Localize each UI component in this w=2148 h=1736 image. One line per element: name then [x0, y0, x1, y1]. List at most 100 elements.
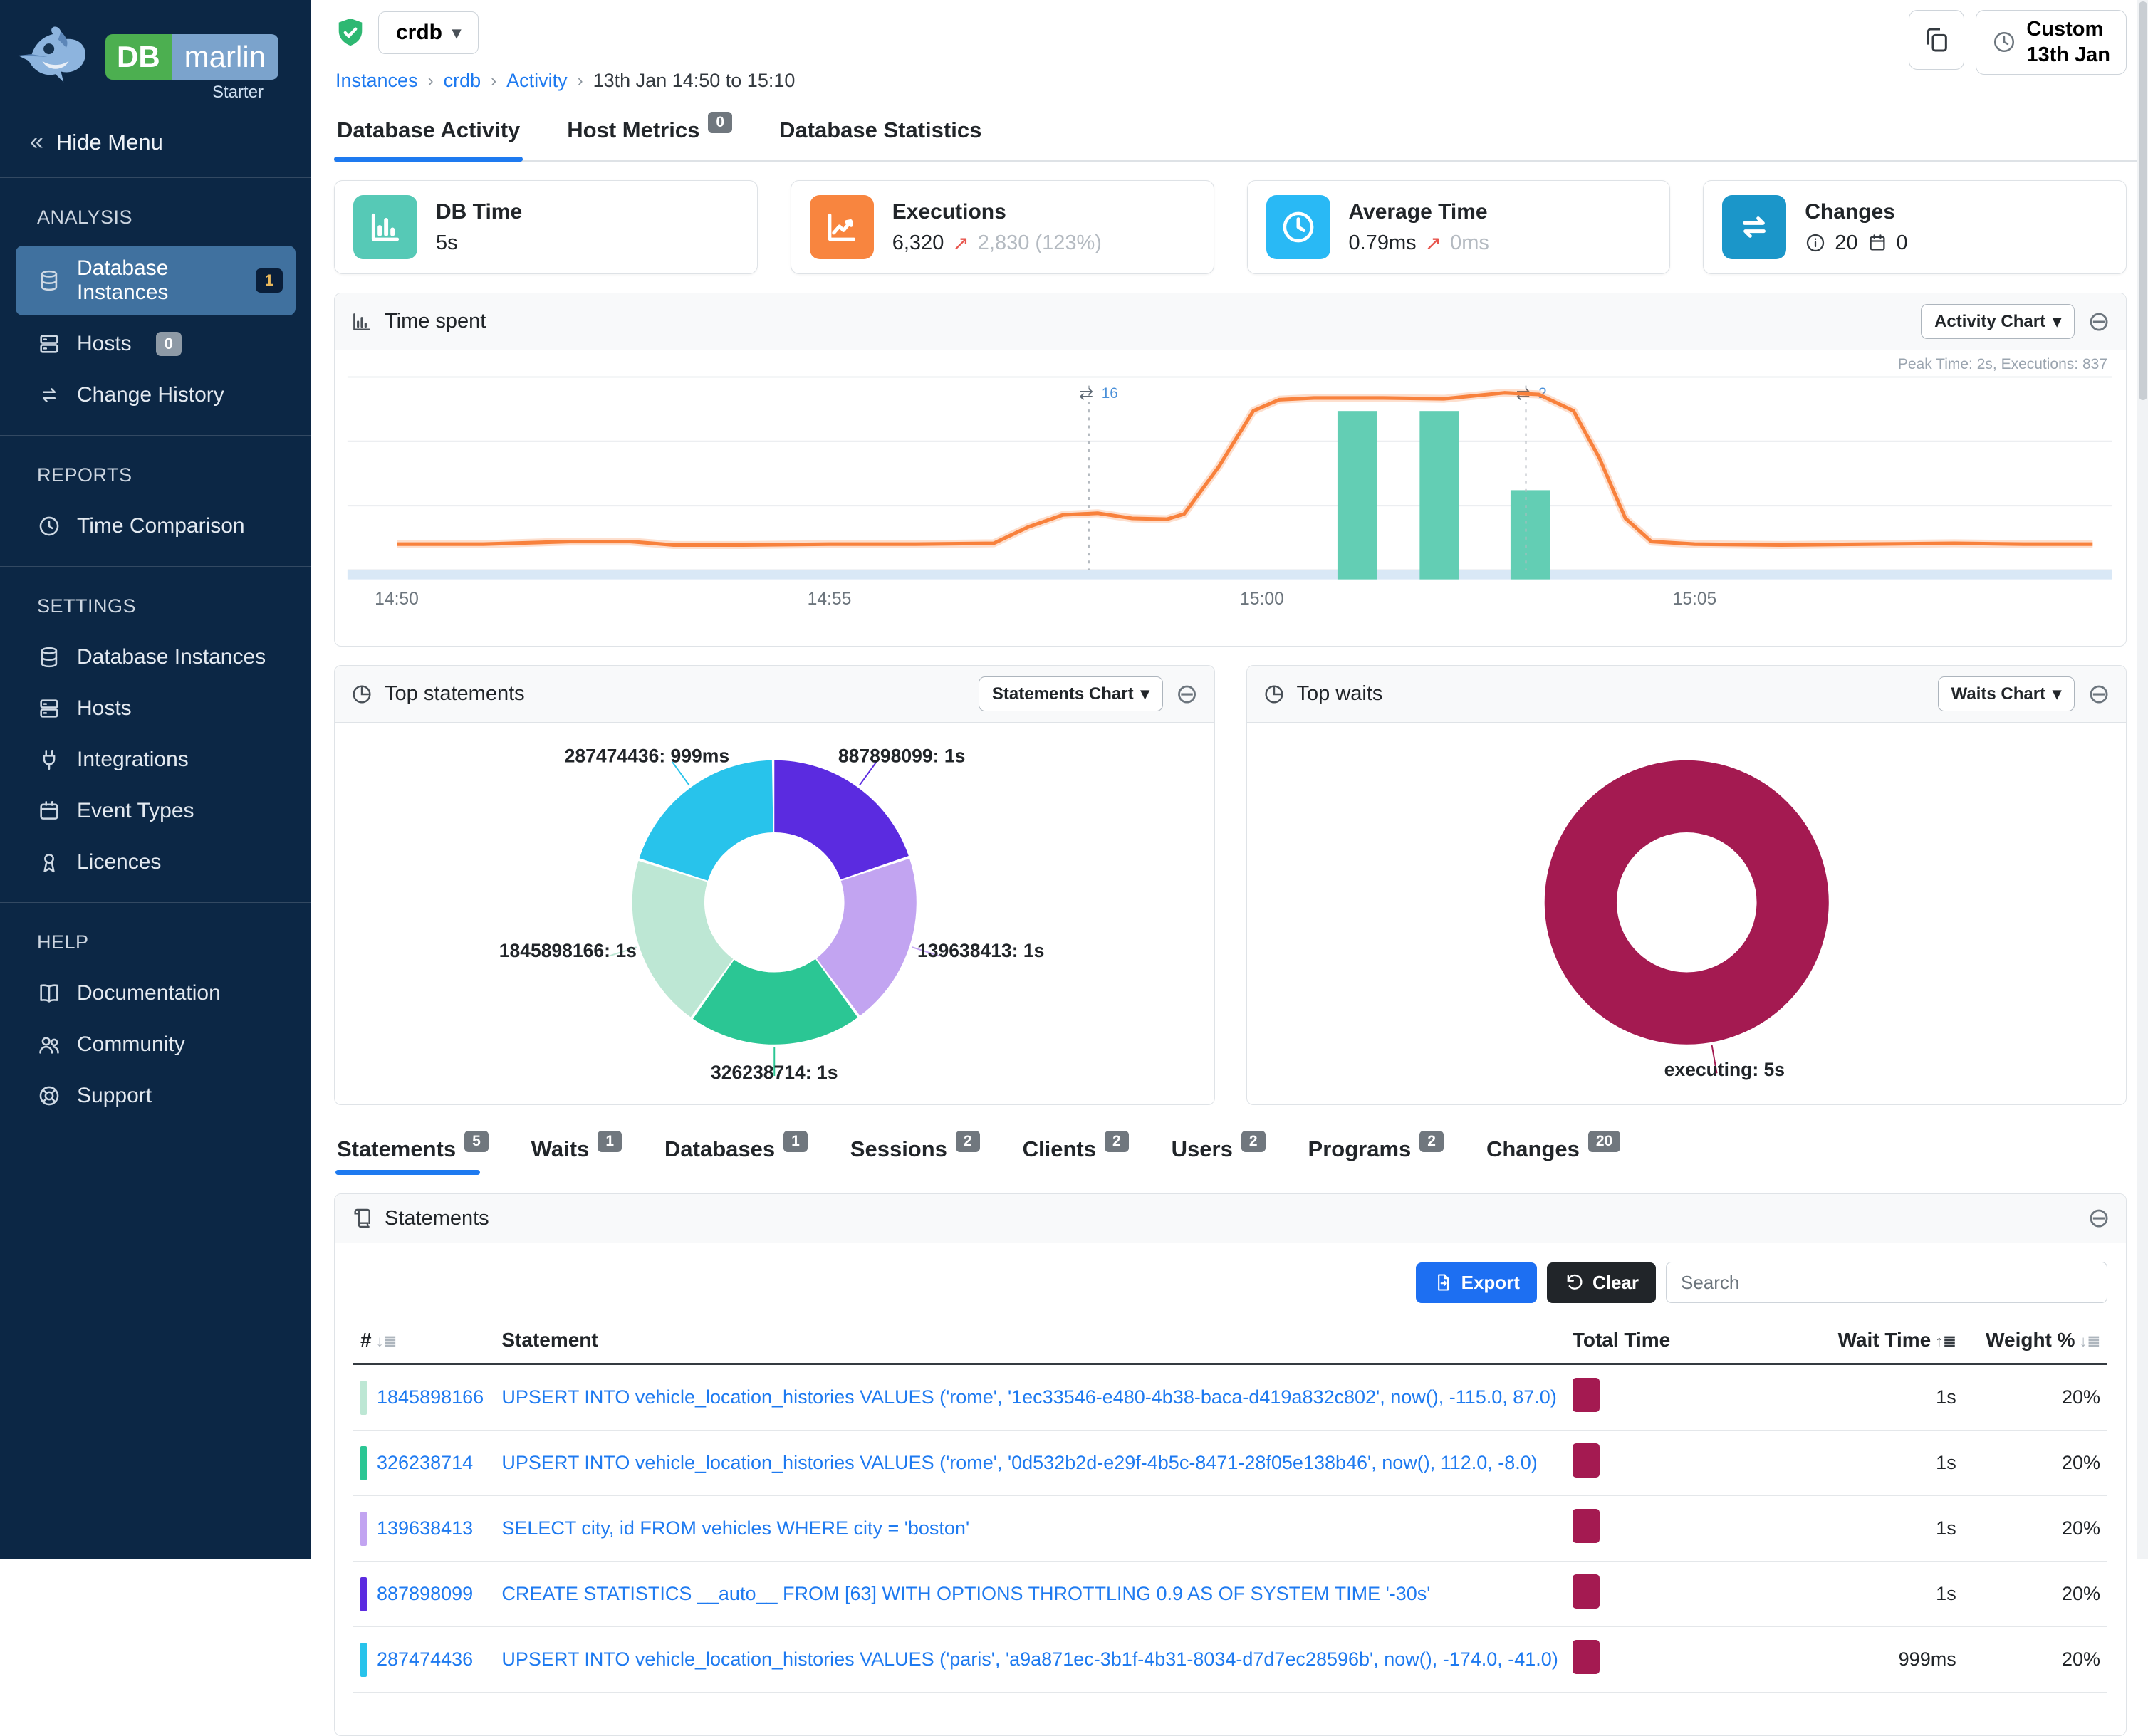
scroll-icon [350, 1207, 373, 1230]
donut-label: executing: 5s [1664, 1059, 1784, 1080]
svg-text:15:05: 15:05 [1673, 589, 1717, 609]
sidebar-item-integrations[interactable]: Integrations [16, 737, 296, 783]
statement-link[interactable]: UPSERT INTO vehicle_location_histories V… [501, 1386, 1556, 1408]
activity-chart-label: Activity Chart [1934, 312, 2045, 332]
users-icon [37, 1032, 61, 1057]
support-icon [37, 1084, 61, 1108]
sidebar-item-community[interactable]: Community [16, 1022, 296, 1067]
svg-text:16: 16 [1102, 385, 1118, 402]
statements-panel-header: Statements ⊖ [335, 1194, 2126, 1243]
topbar: crdb ▾ Custom 13th Jan I [311, 0, 2148, 92]
collapse-icon[interactable]: ⊖ [2087, 308, 2110, 335]
breadcrumb-activity[interactable]: Activity [506, 70, 568, 92]
tab-label: Databases [664, 1136, 775, 1162]
kpi-title: Executions [892, 200, 1102, 224]
scrollbar-thumb[interactable] [2139, 1, 2147, 400]
wait-time-value: 1s [1779, 1562, 1963, 1627]
hide-menu-button[interactable]: « Hide Menu [0, 110, 311, 177]
top-waits-header: Top waits Waits Chart ▾ ⊖ [1247, 666, 2127, 723]
kpi-value: 0.79ms [1349, 231, 1417, 255]
kpi-title: DB Time [436, 200, 522, 224]
statement-link[interactable]: CREATE STATISTICS __auto__ FROM [63] WIT… [501, 1583, 1430, 1604]
col-wait-time[interactable]: Wait Time↑≣ [1779, 1317, 1963, 1364]
col-total-time[interactable]: Total Time [1565, 1317, 1779, 1364]
breadcrumb-sep: › [428, 71, 434, 91]
statement-id-link[interactable]: 1845898166 [377, 1386, 484, 1408]
collapse-icon[interactable]: ⊖ [1176, 681, 1199, 708]
statement-id-link[interactable]: 287474436 [377, 1648, 473, 1670]
sidebar-item-licences[interactable]: Licences [16, 840, 296, 885]
sidebar-item-support[interactable]: Support [16, 1073, 296, 1119]
collapse-icon[interactable]: ⊖ [2087, 1205, 2110, 1232]
copy-link-button[interactable] [1909, 10, 1964, 70]
col-id[interactable]: #↓≣ [353, 1317, 494, 1364]
sidebar-item-time-comparison[interactable]: Time Comparison [16, 503, 296, 549]
kpi-title: Average Time [1349, 200, 1489, 224]
swap-icon [37, 383, 61, 407]
sidebar-item-documentation[interactable]: Documentation [16, 971, 296, 1016]
sidebar-item-change-history[interactable]: Change History [16, 372, 296, 418]
export-label: Export [1461, 1272, 1520, 1294]
statement-id-link[interactable]: 139638413 [377, 1517, 473, 1539]
sidebar-item-settings-hosts[interactable]: Hosts [16, 686, 296, 731]
clear-button[interactable]: Clear [1547, 1262, 1656, 1303]
breadcrumb-instances[interactable]: Instances [335, 70, 418, 92]
statements-toolbar: Export Clear [335, 1243, 2126, 1313]
collapse-icon[interactable]: ⊖ [2087, 681, 2110, 708]
instance-name: crdb [396, 21, 442, 45]
peak-annotation: Peak Time: 2s, Executions: 837 [1898, 356, 2107, 373]
database-icon [37, 268, 61, 293]
statement-link[interactable]: SELECT city, id FROM vehicles WHERE city… [501, 1517, 969, 1539]
sidebar-item-settings-database-instances[interactable]: Database Instances [16, 634, 296, 680]
tab-database-activity[interactable]: Database Activity [334, 113, 523, 160]
edition-label: Starter [212, 83, 278, 103]
chevron-down-icon: ▾ [452, 23, 461, 43]
page-scrollbar[interactable] [2137, 0, 2148, 1559]
search-input[interactable] [1666, 1262, 2107, 1303]
plug-icon [37, 748, 61, 772]
brand-db: DB [105, 34, 172, 80]
trend-up-icon: ↗ [1425, 231, 1441, 255]
tab-label: Database Activity [337, 117, 520, 143]
sidebar-item-event-types[interactable]: Event Types [16, 788, 296, 834]
export-button[interactable]: Export [1416, 1262, 1537, 1303]
breadcrumb-crdb[interactable]: crdb [444, 70, 481, 92]
activity-chart-select[interactable]: Activity Chart ▾ [1921, 304, 2075, 339]
col-statement[interactable]: Statement [494, 1317, 1565, 1364]
time-range-button[interactable]: Custom 13th Jan [1976, 10, 2127, 75]
tab-label: Clients [1023, 1136, 1096, 1162]
waits-chart-select[interactable]: Waits Chart ▾ [1938, 676, 2075, 711]
statement-id-link[interactable]: 326238714 [377, 1452, 473, 1474]
section-title-analysis: ANALYSIS [0, 178, 311, 240]
clock-icon [37, 514, 61, 538]
col-weight[interactable]: Weight %↓≣ [1964, 1317, 2107, 1364]
brand-marlin: marlin [172, 34, 278, 80]
statement-id-link[interactable]: 887898099 [377, 1583, 473, 1605]
sort-icon: ↓≣ [376, 1332, 397, 1350]
total-time-bar [1573, 1443, 1600, 1478]
tab-database-statistics[interactable]: Database Statistics [776, 113, 984, 160]
statement-link[interactable]: UPSERT INTO vehicle_location_histories V… [501, 1452, 1537, 1473]
instance-selector[interactable]: crdb ▾ [378, 11, 479, 54]
statements-panel: Statements ⊖ Export Clear [334, 1193, 2127, 1736]
statement-color-bar [360, 1381, 367, 1415]
kpi-delta: 0ms [1450, 231, 1489, 255]
statements-chart-select[interactable]: Statements Chart ▾ [979, 676, 1163, 711]
main-area: crdb ▾ Custom 13th Jan I [311, 0, 2148, 1559]
statement-link[interactable]: UPSERT INTO vehicle_location_histories V… [501, 1648, 1558, 1670]
statement-color-bar [360, 1446, 367, 1480]
